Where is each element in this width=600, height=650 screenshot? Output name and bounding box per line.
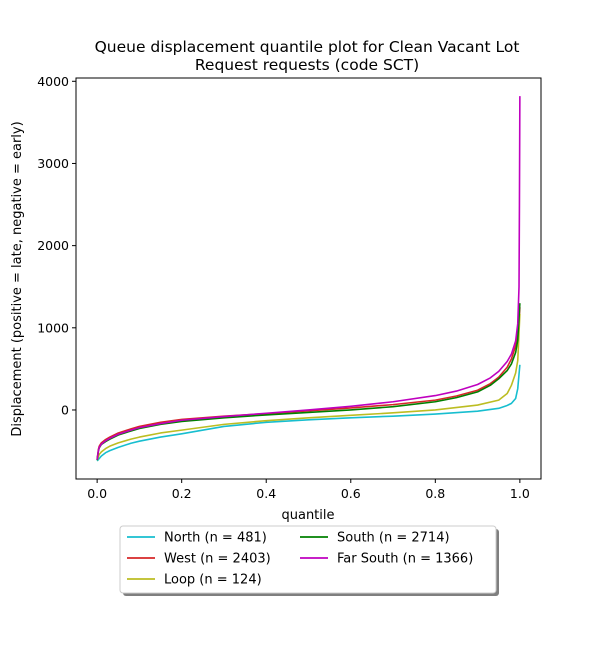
- y-tick-label: 3000: [37, 156, 69, 171]
- y-tick-label: 4000: [37, 74, 69, 89]
- x-tick-label: 0.2: [172, 486, 192, 501]
- legend-label: Far South (n = 1366): [337, 552, 473, 567]
- y-axis-label: Displacement (positive = late, negative …: [10, 121, 25, 436]
- legend-label: South (n = 2714): [337, 531, 450, 546]
- x-tick-label: 0.4: [256, 486, 276, 501]
- series-line-0: [96, 364, 521, 462]
- legend-label: North (n = 481): [164, 531, 267, 546]
- legend-entries: North (n = 481) West (n = 2403) Loop (n = …: [127, 531, 473, 588]
- y-axis: 0 1000 2000 3000 4000: [37, 74, 76, 417]
- x-tick-label: 0.6: [341, 486, 361, 501]
- plot-area-frame: [75, 77, 542, 480]
- y-tick-label: 1000: [37, 320, 69, 335]
- series-line-2: [96, 313, 521, 461]
- y-tick-label: 2000: [37, 238, 69, 253]
- legend-box: [119, 525, 497, 594]
- x-axis: 0.0 0.2 0.4 0.6 0.8 1.0: [87, 479, 530, 501]
- legend-label: West (n = 2403): [164, 552, 271, 567]
- chart-title-line-2: Request requests (code SCT): [195, 56, 419, 74]
- legend: North (n = 481) West (n = 2403) Loop (n = …: [119, 525, 499, 596]
- series-line-4: [96, 96, 521, 460]
- x-axis-label: quantile: [281, 508, 334, 523]
- series-layer: [96, 96, 521, 462]
- chart-title-line-1: Queue displacement quantile plot for Cle…: [95, 38, 520, 56]
- chart-title: Queue displacement quantile plot for Cle…: [95, 38, 520, 74]
- x-tick-label: 0.8: [425, 486, 445, 501]
- y-tick-label: 0: [61, 402, 69, 417]
- x-tick-label: 0.0: [87, 486, 107, 501]
- series-line-1: [96, 307, 521, 460]
- x-tick-label: 1.0: [510, 486, 530, 501]
- legend-label: Loop (n = 124): [164, 573, 262, 588]
